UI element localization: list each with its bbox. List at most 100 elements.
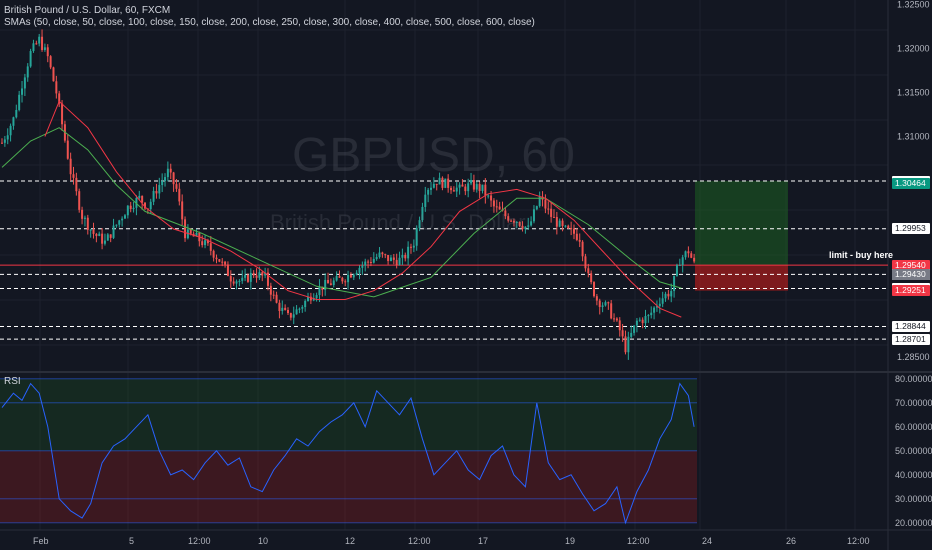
candle-body	[467, 183, 470, 192]
candle-body	[384, 254, 387, 256]
candle-body	[581, 241, 584, 257]
candle-body	[547, 208, 550, 210]
candle-body	[304, 300, 307, 308]
candle-body	[624, 336, 627, 353]
rsi-axis-label: 20.00000	[895, 518, 932, 528]
candle-body	[558, 220, 561, 227]
time-label-1200-c: 12:00	[627, 536, 650, 546]
candle-body	[221, 261, 224, 263]
candle-body	[344, 281, 347, 283]
candle-body	[512, 220, 515, 223]
candle-body	[175, 184, 178, 189]
candle-body	[89, 229, 92, 231]
candle-body	[352, 274, 355, 278]
candle-body	[524, 226, 527, 229]
candle-body	[261, 272, 264, 276]
candle-body	[644, 316, 647, 324]
candle-body	[332, 280, 335, 286]
price-tag[interactable]: 1.29953	[892, 223, 930, 235]
time-label-1200-d: 12:00	[847, 536, 870, 546]
candle-body	[638, 319, 641, 321]
candle-body	[49, 56, 52, 68]
candle-body	[687, 251, 690, 254]
rsi-title[interactable]: RSI	[4, 376, 21, 387]
time-label-1200-a: 12:00	[188, 536, 211, 546]
candle-body	[169, 168, 172, 173]
price-tag[interactable]: 1.29251	[892, 285, 930, 297]
candle-body	[318, 286, 321, 296]
candle-body	[292, 314, 295, 318]
candle-body	[278, 302, 281, 312]
watermark-name: British Pound / U.S. Dollar	[270, 210, 526, 235]
candle-body	[181, 201, 184, 220]
price-tag[interactable]: 1.28701	[892, 333, 930, 345]
loss-zone	[695, 265, 788, 291]
candle-body	[587, 268, 590, 274]
limit-annotation[interactable]: limit - buy here	[829, 250, 894, 260]
candle-body	[226, 264, 229, 277]
time-label-19: 19	[565, 536, 576, 546]
candle-body	[527, 225, 530, 227]
candle-body	[349, 274, 352, 278]
candle-body	[604, 302, 607, 306]
candle-body	[613, 318, 616, 320]
candle-body	[212, 250, 215, 258]
candle-body	[204, 240, 207, 246]
candle-body	[552, 216, 555, 218]
candle-body	[118, 220, 121, 225]
candle-body	[123, 215, 126, 219]
candle-body	[206, 240, 209, 244]
price-tag[interactable]: 1.29540	[892, 259, 930, 271]
candle-body	[66, 140, 69, 159]
time-label-feb: Feb	[33, 536, 49, 546]
candle-body	[29, 51, 32, 67]
rsi-axis-label: 70.00000	[895, 398, 932, 408]
candle-body	[35, 43, 38, 45]
candle-body	[635, 320, 638, 326]
sma-legend[interactable]: SMAs (50, close, 50, close, 100, close, …	[4, 17, 535, 28]
candle-body	[235, 281, 238, 284]
candle-body	[195, 232, 198, 237]
candle-body	[378, 252, 381, 258]
candle-body	[144, 202, 146, 209]
candle-body	[309, 296, 312, 301]
profit-zone	[695, 181, 788, 266]
price-tag[interactable]: 1.28844	[892, 320, 930, 332]
candle-body	[573, 228, 575, 234]
candle-body	[461, 184, 464, 187]
candle-body	[126, 205, 129, 216]
candle-body	[495, 206, 498, 208]
candle-body	[23, 77, 26, 89]
candle-body	[407, 246, 410, 259]
candle-body	[615, 318, 618, 321]
candle-body	[664, 293, 667, 299]
price-tag[interactable]: 1.29430	[892, 269, 930, 281]
candle-body	[515, 221, 518, 223]
candle-body	[584, 256, 587, 269]
candle-body	[693, 257, 696, 262]
candle-body	[241, 277, 244, 281]
price-tag[interactable]: 1.30464	[892, 178, 930, 190]
candle-body	[295, 309, 298, 315]
candle-body	[15, 109, 18, 118]
candle-body	[141, 195, 144, 203]
candle-body	[487, 195, 490, 197]
candle-body	[92, 229, 95, 234]
candle-body	[358, 267, 361, 273]
candle-body	[61, 103, 64, 125]
candle-body	[395, 259, 398, 265]
candle-body	[412, 245, 415, 248]
candle-body	[538, 196, 541, 207]
symbol-legend[interactable]: British Pound / U.S. Dollar, 60, FXCM	[4, 5, 171, 16]
candle-body	[653, 307, 656, 313]
price-axis-label: 1.31500	[897, 88, 930, 98]
candle-body	[498, 206, 501, 210]
candle-body	[149, 201, 152, 210]
candle-body	[690, 253, 693, 258]
time-label-10: 10	[258, 536, 269, 546]
candle-body	[655, 306, 658, 308]
candle-body	[83, 217, 86, 219]
rsi-lower-band	[0, 450, 697, 523]
